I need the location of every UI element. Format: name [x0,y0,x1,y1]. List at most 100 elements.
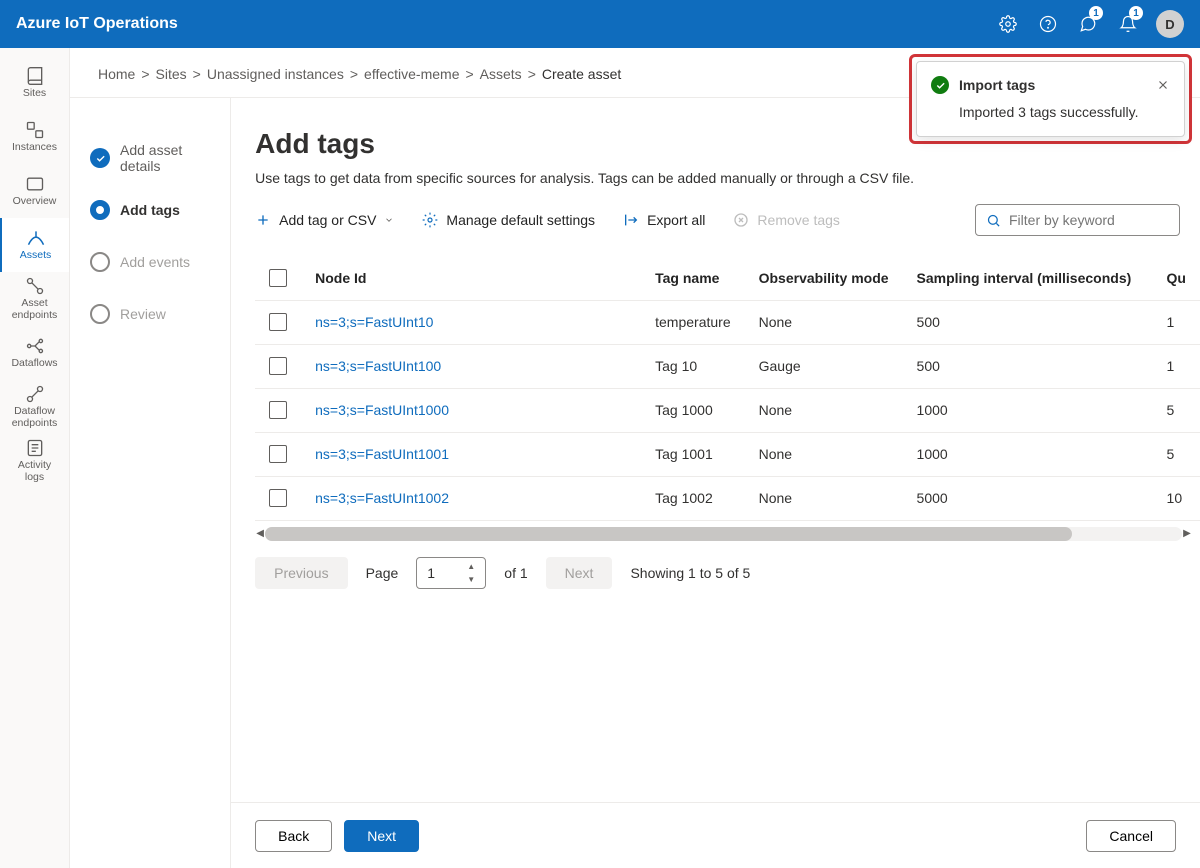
node-id-link[interactable]: ns=3;s=FastUInt1001 [301,432,641,476]
row-checkbox[interactable] [269,489,287,507]
step-indicator-icon [90,252,110,272]
observability-cell: None [745,476,903,520]
manage-defaults-button[interactable]: Manage default settings [422,212,595,228]
select-all-checkbox[interactable] [269,269,287,287]
step-review[interactable]: Review [90,288,218,340]
q-cell: 5 [1153,432,1200,476]
breadcrumb-link[interactable]: Unassigned instances [207,66,344,82]
settings-icon[interactable] [988,0,1028,48]
row-checkbox[interactable] [269,357,287,375]
back-button[interactable]: Back [255,820,332,852]
nav-label: Overview [13,196,57,208]
observability-cell: None [745,300,903,344]
breadcrumb-link[interactable]: effective-meme [364,66,459,82]
breadcrumb-link[interactable]: Assets [480,66,522,82]
next-button[interactable]: Next [344,820,419,852]
horizontal-scrollbar[interactable]: ◀ ▶ [255,525,1200,543]
instances-icon [25,120,45,140]
page-value: 1 [427,565,435,581]
nav-instances[interactable]: Instances [0,110,69,164]
toast-title: Import tags [959,77,1146,93]
assets-icon [26,228,46,248]
feedback-icon[interactable]: 1 [1068,0,1108,48]
node-id-link[interactable]: ns=3;s=FastUInt1000 [301,388,641,432]
export-icon [623,212,639,228]
node-id-link[interactable]: ns=3;s=FastUInt10 [301,300,641,344]
breadcrumb-link[interactable]: Sites [156,66,187,82]
step-add-tags[interactable]: Add tags [90,184,218,236]
nav-activity-logs[interactable]: Activitylogs [0,434,69,488]
step-add-asset-details[interactable]: Add asset details [90,132,218,184]
add-tag-button[interactable]: Add tag or CSV [255,212,394,228]
asset-endpoints-icon [25,276,45,296]
nav-label: Assetendpoints [12,298,58,321]
page-input[interactable]: 1 ▲▼ [416,557,486,589]
cancel-button[interactable]: Cancel [1086,820,1176,852]
content-panel: Add tags Use tags to get data from speci… [231,98,1200,868]
notifications-icon[interactable]: 1 [1108,0,1148,48]
filter-box[interactable] [975,204,1180,236]
filter-input[interactable] [1009,212,1169,228]
previous-button: Previous [255,557,347,589]
nav-label: Instances [12,142,57,154]
gear-icon [422,212,438,228]
interval-cell: 500 [903,300,1153,344]
step-indicator-icon [90,200,110,220]
showing-label: Showing 1 to 5 of 5 [630,565,750,581]
column-header[interactable]: Node Id [301,256,641,300]
node-id-link[interactable]: ns=3;s=FastUInt100 [301,344,641,388]
table-row: ns=3;s=FastUInt1001 Tag 1001 None 1000 5 [255,432,1200,476]
table-row: ns=3;s=FastUInt10 temperature None 500 1 [255,300,1200,344]
row-checkbox[interactable] [269,445,287,463]
column-header[interactable]: Observability mode [745,256,903,300]
scroll-left-icon[interactable]: ◀ [255,528,265,539]
next-page-button: Next [546,557,613,589]
page-spinner[interactable]: ▲▼ [467,560,483,586]
nav-label: Sites [23,88,46,100]
dataflow-endpoints-icon [25,384,45,404]
column-header[interactable]: Tag name [641,256,744,300]
tag-name-cell: Tag 10 [641,344,744,388]
node-id-link[interactable]: ns=3;s=FastUInt1002 [301,476,641,520]
column-header[interactable]: Qu [1153,256,1200,300]
table-row: ns=3;s=FastUInt100 Tag 10 Gauge 500 1 [255,344,1200,388]
toast-close-icon[interactable] [1156,78,1170,92]
breadcrumb-separator: > [141,66,149,82]
nav-label: Dataflowendpoints [12,406,58,429]
breadcrumb-separator: > [350,66,358,82]
activity-logs-icon [25,438,45,458]
interval-cell: 5000 [903,476,1153,520]
step-label: Add tags [120,202,180,218]
row-checkbox[interactable] [269,401,287,419]
sites-icon [25,66,45,86]
tag-name-cell: Tag 1000 [641,388,744,432]
table-row: ns=3;s=FastUInt1002 Tag 1002 None 5000 1… [255,476,1200,520]
success-icon [931,76,949,94]
toast-message: Imported 3 tags successfully. [931,104,1170,120]
export-all-label: Export all [647,212,705,228]
nav-assets[interactable]: Assets [0,218,69,272]
tag-name-cell: Tag 1002 [641,476,744,520]
remove-tags-button: Remove tags [733,212,839,228]
toast: Import tags Imported 3 tags successfully… [916,61,1185,137]
nav-label: Dataflows [11,358,57,370]
nav-asset-endpoints[interactable]: Assetendpoints [0,272,69,326]
export-all-button[interactable]: Export all [623,212,705,228]
table-row: ns=3;s=FastUInt1000 Tag 1000 None 1000 5 [255,388,1200,432]
observability-cell: None [745,432,903,476]
step-label: Add events [120,254,190,270]
column-header[interactable]: Sampling interval (milliseconds) [903,256,1153,300]
row-checkbox[interactable] [269,313,287,331]
step-add-events[interactable]: Add events [90,236,218,288]
interval-cell: 1000 [903,388,1153,432]
q-cell: 1 [1153,300,1200,344]
breadcrumb-link[interactable]: Home [98,66,135,82]
help-icon[interactable] [1028,0,1068,48]
tag-name-cell: Tag 1001 [641,432,744,476]
nav-dataflow-endpoints[interactable]: Dataflowendpoints [0,380,69,434]
scroll-right-icon[interactable]: ▶ [1182,528,1192,539]
avatar[interactable]: D [1156,10,1184,38]
nav-dataflows[interactable]: Dataflows [0,326,69,380]
nav-sites[interactable]: Sites [0,56,69,110]
nav-overview[interactable]: Overview [0,164,69,218]
